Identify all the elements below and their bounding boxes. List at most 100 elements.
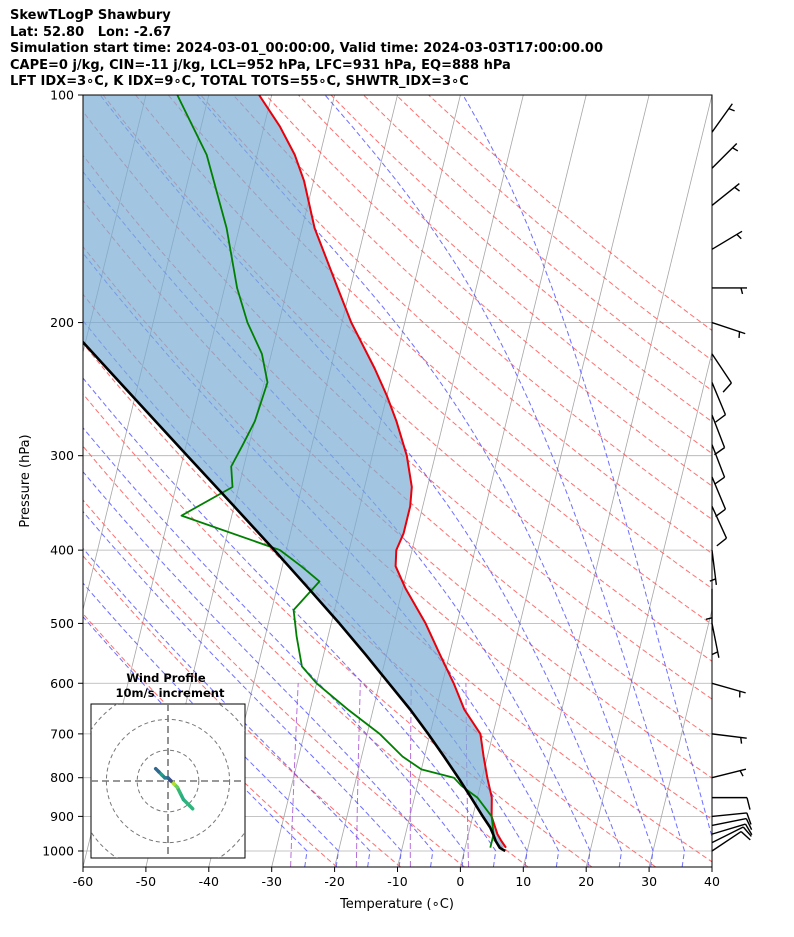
wind-barb-staff <box>711 230 743 250</box>
dewpoint-profile-line <box>176 95 495 848</box>
x-tick-label: -20 <box>324 874 344 889</box>
wind-barb-flag <box>716 537 727 547</box>
wind-barb-half-flag <box>728 107 735 112</box>
cape-cin-fill <box>83 95 507 848</box>
dry-adiabat-line <box>83 555 402 867</box>
wind-barb-staff <box>711 183 740 207</box>
wind-barb-flag <box>744 823 753 836</box>
dry-adiabat-line <box>83 445 529 867</box>
wind-barb <box>711 353 732 393</box>
wind-barb-staff <box>711 826 744 844</box>
wind-barb-flag <box>714 447 725 456</box>
x-tick-label: 0 <box>456 874 464 889</box>
cape-shading <box>83 95 507 848</box>
hodograph-plot <box>91 704 245 858</box>
dry-adiabat-line <box>298 95 712 455</box>
dry-adiabat-line <box>83 499 465 867</box>
hodograph-subtitle: 10m/s increment <box>116 686 225 700</box>
hodograph-segment <box>153 766 161 774</box>
wind-barb-flag <box>742 826 752 837</box>
x-tick-label: -30 <box>261 874 281 889</box>
wind-barb-staff <box>711 321 746 335</box>
hodograph-inset: Wind Profile 10m/s increment <box>90 671 246 859</box>
y-tick-label: 100 <box>50 88 74 103</box>
isotherm-line <box>83 95 84 97</box>
isotherm-line <box>460 95 650 867</box>
parcel-path-line <box>83 340 506 853</box>
isotherm-line <box>522 95 712 867</box>
isotherm-line <box>334 95 524 867</box>
wind-barb <box>711 733 747 744</box>
chart-title-block: SkewTLogP Shawbury Lat: 52.80 Lon: -2.67… <box>10 8 603 91</box>
wind-barb <box>711 414 726 456</box>
wind-barb-staff <box>711 476 727 510</box>
wind-barb-half-flag <box>736 233 742 240</box>
wind-barb <box>711 382 727 423</box>
wind-barb <box>711 817 753 830</box>
isotherm-line <box>648 607 712 867</box>
wind-barb-half-flag <box>740 287 744 295</box>
wind-barb <box>711 830 751 852</box>
wind-barb-flag <box>746 812 752 825</box>
wind-barb-staff <box>711 353 732 384</box>
y-tick-label: 1000 <box>42 843 74 858</box>
wind-barb-staff <box>711 382 727 416</box>
dry-adiabat-line <box>135 95 712 625</box>
x-tick-label: 30 <box>641 874 657 889</box>
wind-barb-flag <box>745 818 753 830</box>
wind-barb-flag <box>715 414 726 423</box>
wind-barb-staff <box>711 733 747 739</box>
wind-barb-staff <box>711 817 747 827</box>
wind-barb <box>712 287 747 295</box>
dry-adiabat-line <box>83 293 712 863</box>
wind-barb <box>711 823 753 836</box>
wind-barb <box>712 796 751 810</box>
isotherm-line <box>711 865 712 867</box>
dry-adiabat-line <box>83 393 593 867</box>
x-tick-label: 20 <box>578 874 594 889</box>
x-axis-label: Temperature (∘C) <box>339 897 454 912</box>
moist-adiabat-line <box>196 95 654 867</box>
wind-barb-half-flag <box>705 617 713 620</box>
wind-barb-half-flag <box>711 651 718 656</box>
wind-barb-staff <box>711 414 726 448</box>
y-tick-label: 900 <box>50 809 74 824</box>
y-tick-label: 600 <box>50 676 74 691</box>
moist-adiabat-line <box>83 547 371 867</box>
moist-adiabat-line <box>83 319 528 867</box>
mixing-ratio-line <box>290 683 299 867</box>
wind-barb-half-flag <box>740 737 743 744</box>
y-tick-label: 200 <box>50 315 74 330</box>
wind-barb <box>711 444 726 485</box>
wind-barb <box>711 506 728 547</box>
wind-barb-flag <box>746 797 751 810</box>
wind-barb <box>711 103 735 133</box>
wind-barb-staff <box>711 143 738 169</box>
y-tick-label: 700 <box>50 726 74 741</box>
wind-barb-flag <box>740 831 751 841</box>
wind-barb <box>711 812 752 825</box>
moist-adiabat-line <box>83 377 497 867</box>
dry-adiabat-line <box>83 612 338 867</box>
isotherm-line <box>397 95 587 867</box>
y-tick-label: 500 <box>50 616 74 631</box>
wind-barb <box>711 623 720 658</box>
y-axis-label: Pressure (hPa) <box>18 434 33 527</box>
y-tick-label: 800 <box>50 770 74 785</box>
moist-adiabat-line <box>462 95 712 839</box>
axis-ticks: -60 -50 -40 -30 -20 -10 0 10 20 30 40 1000 900 800 700… <box>42 88 720 890</box>
wind-barb <box>709 550 718 585</box>
profile-lines <box>83 95 507 853</box>
wind-barb <box>711 682 746 698</box>
x-tick-label: -40 <box>199 874 219 889</box>
title-times: Simulation start time: 2024-03-01_00:00:… <box>10 41 603 56</box>
moist-adiabat-line <box>83 470 434 867</box>
wind-barb-staff <box>711 682 746 694</box>
isotherm-line <box>585 350 712 867</box>
title-indices: LFT IDX=3∘C, K IDX=9∘C, TOTAL TOTS=55∘C,… <box>10 74 469 89</box>
y-tick-label: 400 <box>50 543 74 558</box>
wind-barb-staff <box>711 444 726 478</box>
wind-barb <box>711 476 727 518</box>
wind-barb-flag <box>722 382 732 393</box>
